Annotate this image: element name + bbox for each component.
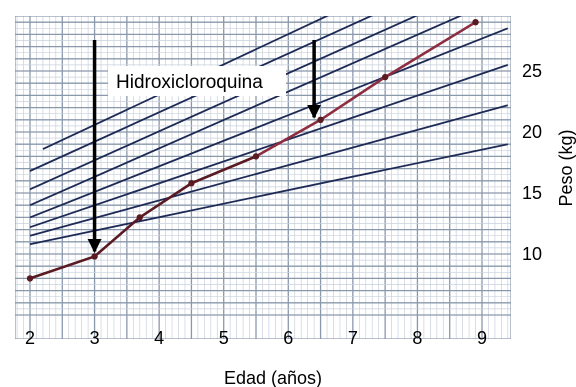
y-axis-ticks: 10 15 20 25 [522,61,542,264]
x-tick-label: 6 [283,328,293,348]
reference-curve [29,27,509,219]
x-tick-label: 2 [25,328,35,348]
data-point [381,73,389,81]
reference-curve [29,143,508,246]
annotation-label: Hidroxicloroquina [116,72,263,93]
y-axis-label: Peso (kg) [556,129,576,206]
data-series [26,19,479,282]
series-segment [383,20,477,79]
x-tick-label: 8 [412,328,422,348]
data-point [136,214,143,221]
y-tick-label: 15 [522,183,542,203]
series-segment [190,155,258,185]
x-tick-label: 5 [219,328,229,348]
reference-curve [29,104,509,237]
reference-curve [29,64,509,229]
data-point [26,275,34,282]
y-tick-label: 25 [522,61,542,81]
reference-curve [29,16,463,207]
x-tick-label: 7 [348,328,358,348]
data-point [91,253,98,260]
annotation-label-box [108,66,286,96]
data-point [317,116,324,124]
y-tick-label: 20 [522,122,542,142]
annotation: Hidroxicloroquina [87,40,322,253]
series-segment [319,75,387,122]
data-point [252,153,260,160]
x-tick-label: 3 [90,328,100,348]
data-point [188,180,195,187]
series-segment [138,181,193,219]
x-tick-label: 4 [154,328,164,348]
series-segment [93,216,142,258]
y-tick-label: 10 [522,244,542,264]
x-axis-label: Edad (años) [224,368,322,387]
series-segment [254,118,322,158]
series-segment [28,255,96,280]
x-tick-label: 9 [477,328,487,348]
data-point [472,19,479,26]
x-axis-ticks: 2 3 4 5 6 7 8 9 [25,328,487,348]
